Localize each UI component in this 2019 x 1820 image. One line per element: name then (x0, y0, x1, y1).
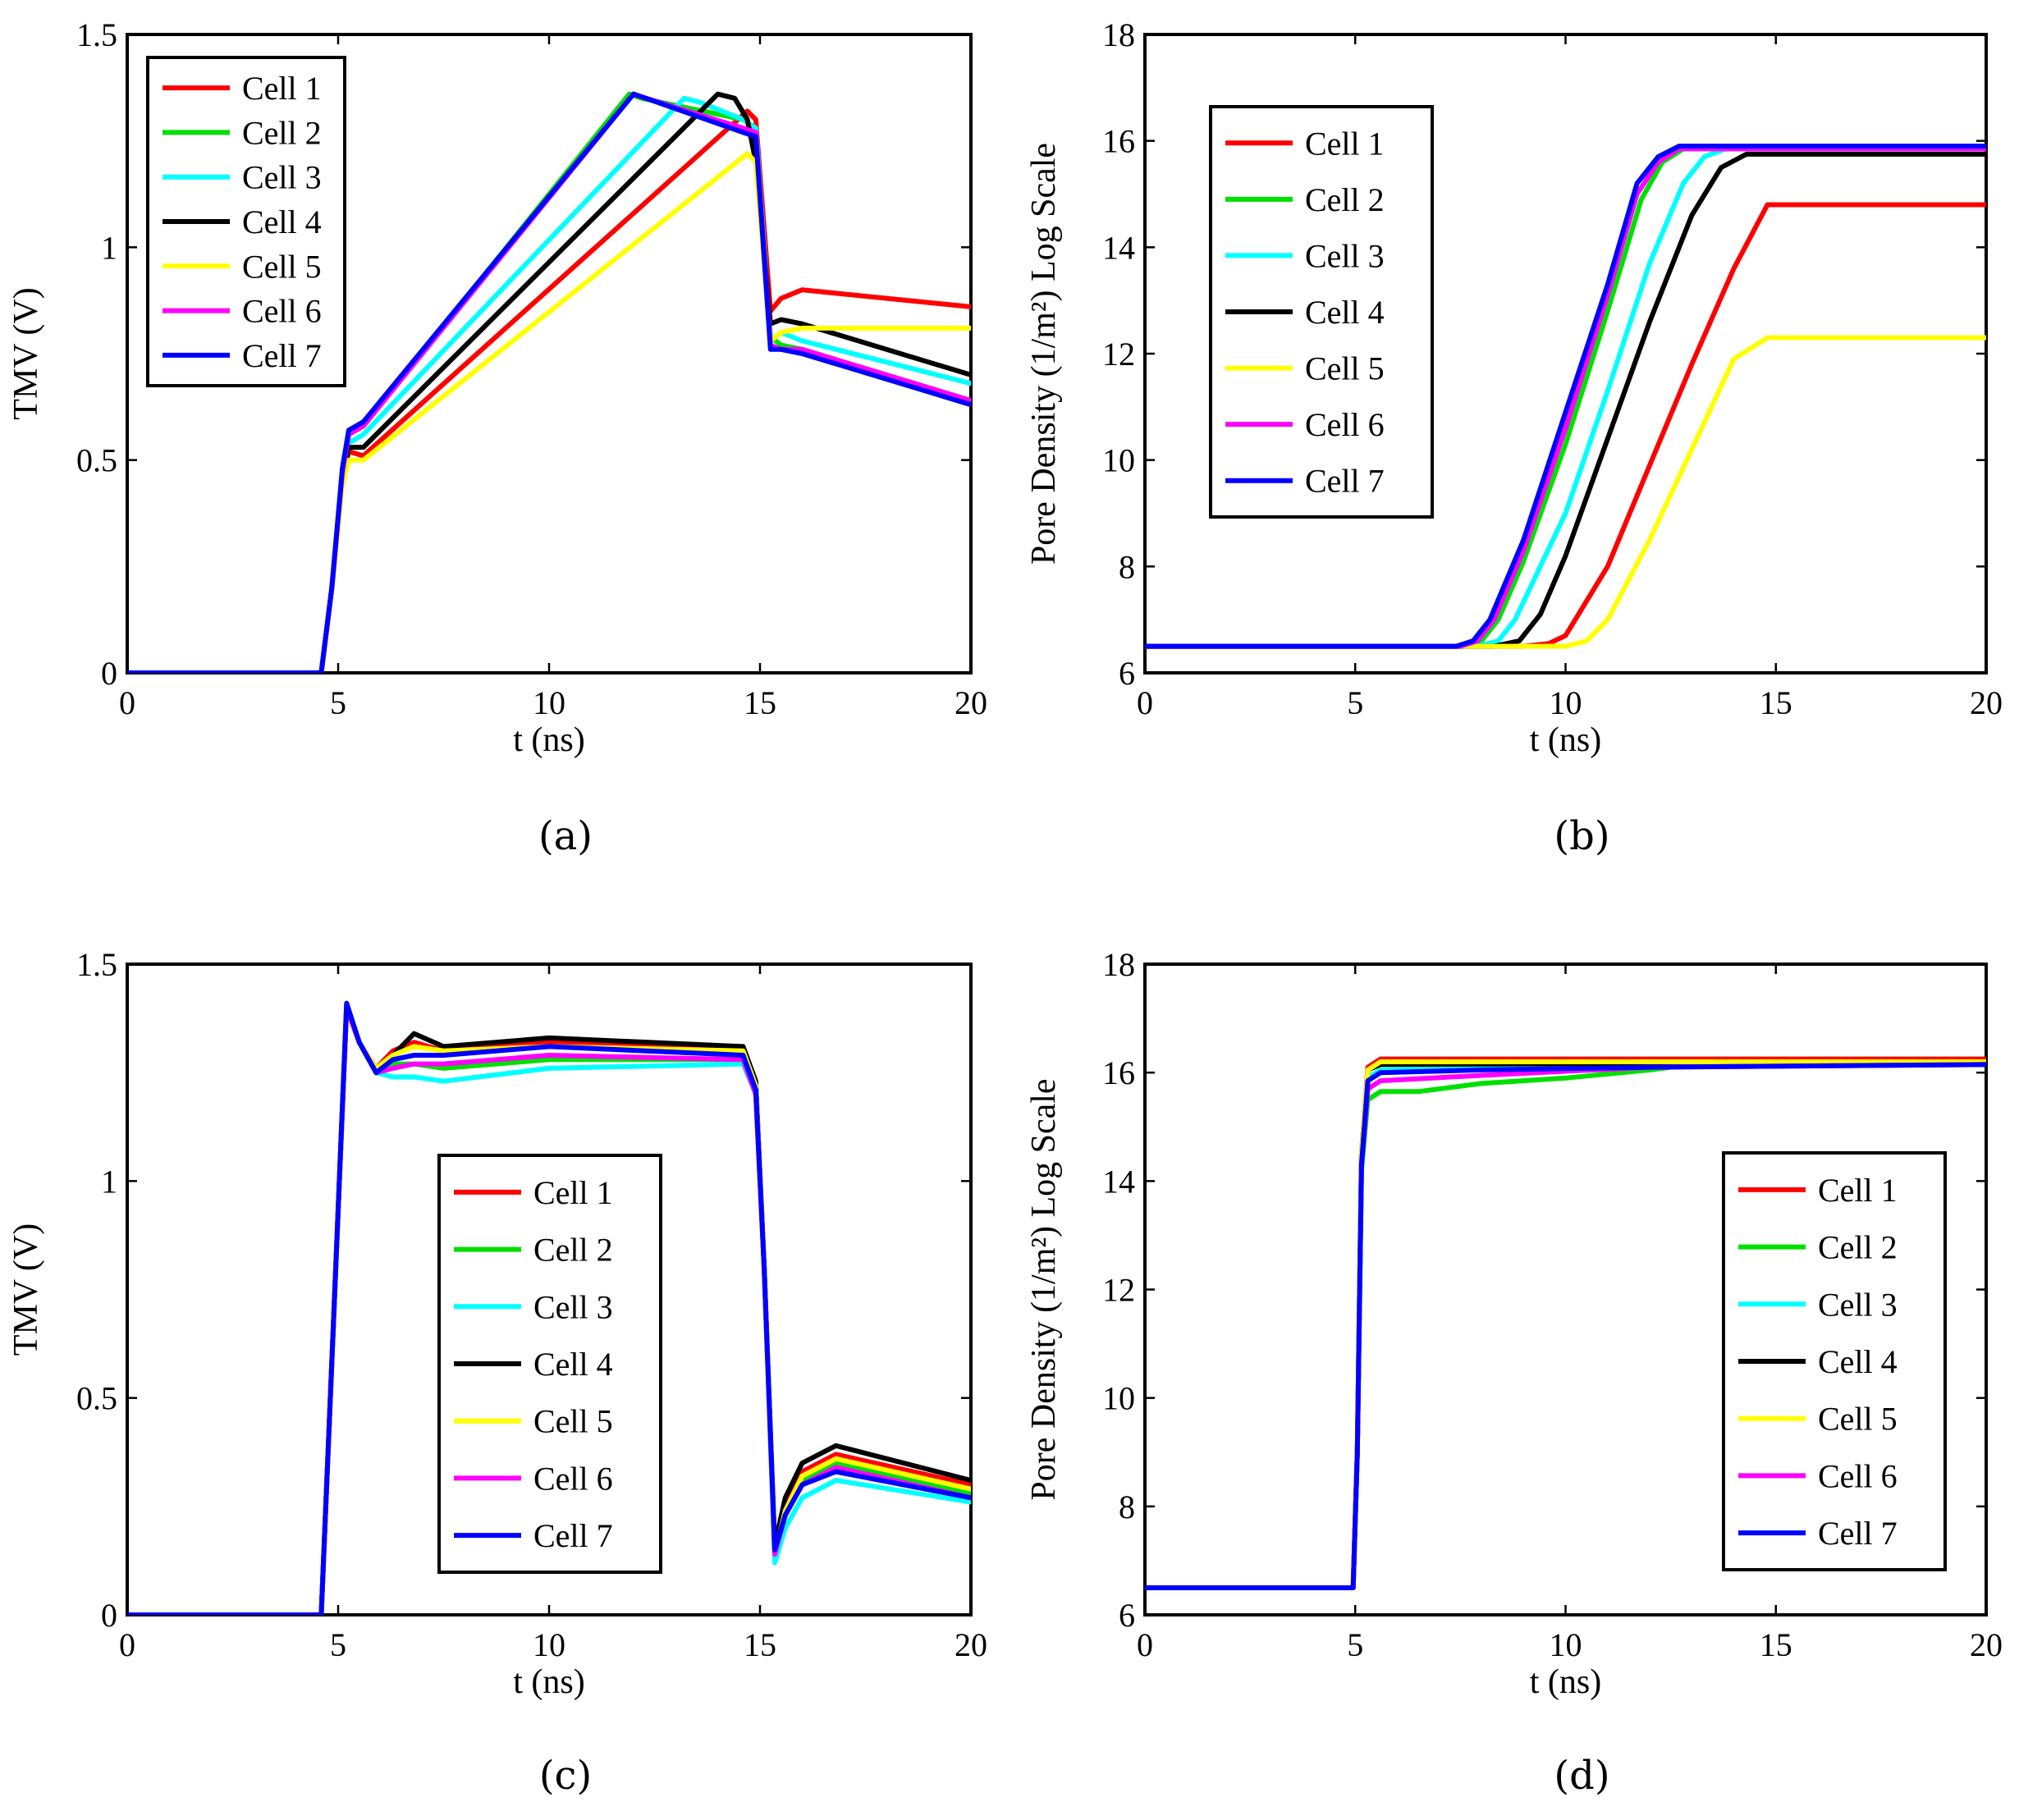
y-tick-label: 10 (1102, 1380, 1135, 1417)
y-tick-label: 0.5 (76, 442, 117, 479)
x-axis-label: t (ns) (1530, 1663, 1602, 1701)
y-tick-label: 8 (1119, 1488, 1135, 1525)
y-tick-label: 1.5 (76, 946, 117, 983)
legend-label: Cell 7 (533, 1517, 613, 1554)
y-tick-label: 1 (101, 1163, 117, 1200)
x-tick-label: 20 (1970, 1626, 2003, 1663)
y-axis-label: Pore Density (1/m²) Log Scale (1025, 143, 1063, 565)
series-line-cell-4 (1145, 151, 1986, 649)
series-line-cell-7 (1145, 144, 1986, 649)
legend-label: Cell 4 (1818, 1343, 1898, 1380)
y-tick-label: 12 (1102, 336, 1135, 373)
y-tick-label: 1 (101, 229, 117, 266)
y-tick-label: 10 (1102, 442, 1135, 479)
legend-label: Cell 4 (242, 203, 322, 240)
y-tick-label: 0 (101, 1597, 117, 1634)
y-tick-label: 14 (1102, 229, 1135, 266)
y-tick-label: 16 (1102, 1054, 1135, 1091)
x-tick-label: 15 (744, 1626, 776, 1663)
panel-b: 0 5 10 15 20 6 8 10 12 14 16 18 t (ns) Pore Density (… (1025, 16, 2003, 859)
y-tick-label: 1.5 (76, 16, 117, 53)
legend-label: Cell 1 (242, 70, 322, 107)
legend-label: Cell 3 (242, 159, 322, 196)
panel-c: 0 5 10 15 20 0 0.5 1 1.5 t (ns) TMV (V) Cell 1 Cell … (7, 946, 987, 1799)
x-tick-label: 10 (533, 684, 565, 721)
x-tick-label: 15 (744, 684, 776, 721)
y-tick-label: 6 (1119, 1597, 1135, 1634)
series-line-cell-5 (1145, 335, 1986, 649)
series-group (127, 1000, 971, 1615)
x-tick-label: 5 (330, 684, 346, 721)
y-axis-label: Pore Density (1/m²) Log Scale (1025, 1078, 1063, 1500)
legend-label: Cell 4 (533, 1346, 613, 1383)
y-tick-label: 12 (1102, 1272, 1135, 1309)
legend-label: Cell 1 (533, 1174, 613, 1211)
legend-label: Cell 5 (533, 1403, 613, 1440)
x-tick-label: 0 (1137, 1626, 1153, 1663)
x-tick-label: 20 (955, 684, 987, 721)
legend-label: Cell 6 (1305, 406, 1385, 443)
panel-caption: (a) (538, 813, 593, 859)
legend-label: Cell 3 (1818, 1286, 1898, 1323)
legend-label: Cell 3 (533, 1288, 613, 1325)
x-tick-label: 10 (1550, 1626, 1582, 1663)
panel-a: 0 5 10 15 20 0 0.5 1 1.5 t (ns) TMV (V) Cell 1 Cell … (7, 16, 987, 859)
y-axis-label: TMV (V) (7, 1223, 45, 1356)
legend-label: Cell 5 (1305, 350, 1385, 387)
panel-d: 0 5 10 15 20 6 8 10 12 14 16 18 t (ns) Pore Density (… (1025, 946, 2003, 1799)
legend-label: Cell 6 (242, 293, 322, 330)
y-axis-label: TMV (V) (7, 287, 45, 419)
legend-label: Cell 7 (1818, 1515, 1898, 1552)
y-tick-label: 18 (1102, 16, 1135, 53)
series-group (1145, 144, 1986, 649)
x-tick-label: 20 (1970, 684, 2003, 721)
x-axis-label: t (ns) (513, 1663, 585, 1701)
x-tick-label: 15 (1760, 684, 1792, 721)
x-tick-label: 15 (1760, 1626, 1792, 1663)
legend-label: Cell 3 (1305, 237, 1385, 274)
x-tick-label: 5 (1347, 684, 1363, 721)
x-tick-label: 0 (1137, 684, 1153, 721)
legend-label: Cell 6 (533, 1460, 613, 1497)
series-group (1145, 1056, 1986, 1590)
y-tick-label: 6 (1119, 655, 1135, 692)
y-tick-label: 0 (101, 655, 117, 692)
x-tick-label: 0 (119, 684, 135, 721)
legend-label: Cell 2 (533, 1232, 613, 1269)
y-tick-label: 8 (1119, 548, 1135, 585)
x-tick-label: 20 (955, 1626, 987, 1663)
legend-label: Cell 7 (1305, 463, 1385, 500)
y-tick-label: 18 (1102, 946, 1135, 983)
x-tick-label: 10 (533, 1626, 565, 1663)
y-tick-label: 16 (1102, 123, 1135, 160)
x-tick-label: 5 (330, 1626, 346, 1663)
panel-caption: (c) (539, 1753, 592, 1799)
legend-label: Cell 5 (242, 248, 322, 285)
x-axis-label: t (ns) (513, 721, 585, 759)
x-tick-label: 0 (119, 1626, 135, 1663)
panel-caption: (d) (1554, 1753, 1609, 1799)
legend-label: Cell 7 (242, 337, 322, 374)
legend-label: Cell 5 (1818, 1401, 1898, 1438)
legend-label: Cell 1 (1818, 1172, 1898, 1209)
legend-label: Cell 6 (1818, 1457, 1898, 1494)
y-tick-label: 0.5 (76, 1380, 117, 1417)
legend-label: Cell 4 (1305, 294, 1385, 331)
panel-caption: (b) (1554, 813, 1609, 859)
legend-label: Cell 2 (1818, 1229, 1898, 1266)
legend-label: Cell 1 (1305, 125, 1385, 162)
series-line-cell-3 (1145, 146, 1986, 649)
series-group (127, 91, 971, 673)
x-tick-label: 10 (1550, 684, 1582, 721)
x-axis-label: t (ns) (1530, 721, 1602, 759)
y-tick-label: 14 (1102, 1163, 1135, 1200)
series-line-cell-7 (127, 1000, 971, 1615)
series-line-cell-7 (127, 91, 971, 673)
series-line-cell-7 (1145, 1062, 1986, 1590)
x-tick-label: 5 (1347, 1626, 1363, 1663)
legend-label: Cell 2 (1305, 181, 1385, 218)
legend-label: Cell 2 (242, 114, 322, 151)
